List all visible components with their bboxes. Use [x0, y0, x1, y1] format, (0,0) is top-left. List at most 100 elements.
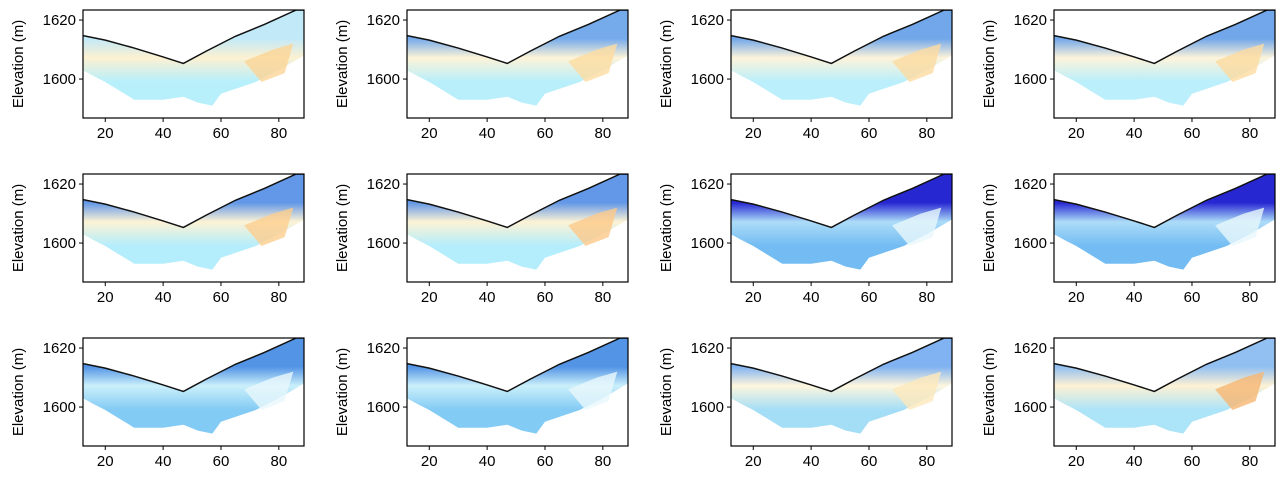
surface-line [1054, 338, 1275, 393]
panel-2: 20 40 60 80 1600 1620 Elevation (m) [334, 9, 629, 142]
y-tick-label: 1600 [367, 235, 400, 252]
x-tick-label: 20 [745, 125, 762, 142]
y-tick-label: 1600 [691, 71, 724, 88]
panel-9: 20 40 60 80 1600 1620 Elevation (m) [10, 337, 305, 470]
velocity-field [407, 174, 628, 270]
x-tick-label: 80 [918, 125, 935, 142]
velocity-field [1054, 10, 1275, 106]
surface-line [407, 338, 628, 393]
panel-6: 20 40 60 80 1600 1620 Elevation (m) [334, 173, 629, 306]
axes-frame [82, 173, 305, 283]
surface-line [83, 338, 304, 393]
x-tick-label: 20 [421, 289, 438, 306]
axes-frame [82, 337, 305, 447]
field-region [407, 174, 628, 270]
x-tick-label: 60 [1184, 453, 1201, 470]
x-tick-label: 40 [803, 453, 820, 470]
anomaly-patch [892, 43, 942, 82]
x-tick-label: 40 [803, 125, 820, 142]
y-tick-label: 1620 [43, 12, 76, 29]
x-tick-label: 60 [861, 453, 878, 470]
y-axis-label: Elevation (m) [981, 348, 998, 436]
y-tick-label: 1600 [367, 71, 400, 88]
x-tick-label: 80 [270, 453, 287, 470]
x-tick-label: 80 [1241, 453, 1258, 470]
panel-12: 20 40 60 80 1600 1620 Elevation (m) [981, 337, 1276, 470]
x-tick-label: 60 [861, 125, 878, 142]
y-tick-label: 1620 [691, 176, 724, 193]
axes-frame [730, 173, 953, 283]
surface-line [1054, 174, 1275, 229]
y-axis-label: Elevation (m) [10, 20, 27, 108]
x-tick-label: 20 [745, 289, 762, 306]
velocity-field [407, 338, 628, 434]
field-region [731, 174, 952, 270]
x-tick-label: 40 [1126, 289, 1143, 306]
field-region [407, 338, 628, 434]
y-tick-label: 1600 [367, 399, 400, 416]
y-axis-label: Elevation (m) [981, 184, 998, 272]
axes-frame [406, 173, 629, 283]
x-tick-label: 40 [155, 125, 172, 142]
y-tick-label: 1620 [1014, 340, 1047, 357]
velocity-field [83, 174, 304, 270]
y-tick-label: 1620 [691, 12, 724, 29]
x-tick-label: 40 [1126, 453, 1143, 470]
y-tick-label: 1620 [691, 340, 724, 357]
y-axis-label: Elevation (m) [10, 184, 27, 272]
surface-line [731, 174, 952, 229]
x-tick-label: 80 [270, 125, 287, 142]
field-region [1054, 174, 1275, 270]
y-axis-label: Elevation (m) [658, 348, 675, 436]
x-tick-label: 20 [1068, 125, 1085, 142]
panel-11: 20 40 60 80 1600 1620 Elevation (m) [658, 337, 953, 470]
surface-line [83, 10, 304, 65]
x-tick-label: 20 [1068, 289, 1085, 306]
surface-line [1054, 10, 1275, 65]
x-tick-label: 20 [1068, 453, 1085, 470]
y-tick-label: 1620 [367, 12, 400, 29]
x-tick-label: 40 [479, 289, 496, 306]
panel-4: 20 40 60 80 1600 1620 Elevation (m) [981, 9, 1276, 142]
velocity-field [407, 10, 628, 106]
surface-line [407, 10, 628, 65]
y-axis-label: Elevation (m) [334, 184, 351, 272]
y-axis-label: Elevation (m) [334, 348, 351, 436]
y-tick-label: 1600 [43, 399, 76, 416]
y-tick-label: 1600 [1014, 235, 1047, 252]
anomaly-patch [244, 43, 294, 82]
x-tick-label: 80 [270, 289, 287, 306]
panel-7: 20 40 60 80 1600 1620 Elevation (m) [658, 173, 953, 306]
x-tick-label: 20 [421, 125, 438, 142]
velocity-field [83, 10, 304, 106]
anomaly-patch [244, 371, 294, 410]
y-tick-label: 1620 [43, 340, 76, 357]
x-tick-label: 20 [421, 453, 438, 470]
anomaly-patch [892, 207, 942, 246]
x-tick-label: 80 [594, 125, 611, 142]
velocity-field [1054, 174, 1275, 270]
anomaly-patch [244, 207, 294, 246]
x-tick-label: 60 [213, 453, 230, 470]
axes-frame [82, 9, 305, 119]
y-axis-label: Elevation (m) [658, 20, 675, 108]
x-tick-label: 60 [861, 289, 878, 306]
x-tick-label: 60 [1184, 125, 1201, 142]
x-tick-label: 80 [1241, 125, 1258, 142]
field-region [731, 10, 952, 106]
velocity-field [731, 10, 952, 106]
x-tick-label: 80 [594, 453, 611, 470]
anomaly-patch [1215, 43, 1265, 82]
x-tick-label: 60 [537, 453, 554, 470]
y-tick-label: 1620 [1014, 176, 1047, 193]
y-tick-label: 1600 [691, 235, 724, 252]
panel-10: 20 40 60 80 1600 1620 Elevation (m) [334, 337, 629, 470]
y-axis-label: Elevation (m) [10, 348, 27, 436]
anomaly-patch [568, 371, 618, 410]
x-tick-label: 80 [918, 453, 935, 470]
field-region [83, 10, 304, 106]
field-region [83, 338, 304, 434]
panel-1: 20 40 60 80 1600 1620 Elevation (m) [10, 9, 305, 142]
surface-line [83, 174, 304, 229]
x-tick-label: 80 [1241, 289, 1258, 306]
